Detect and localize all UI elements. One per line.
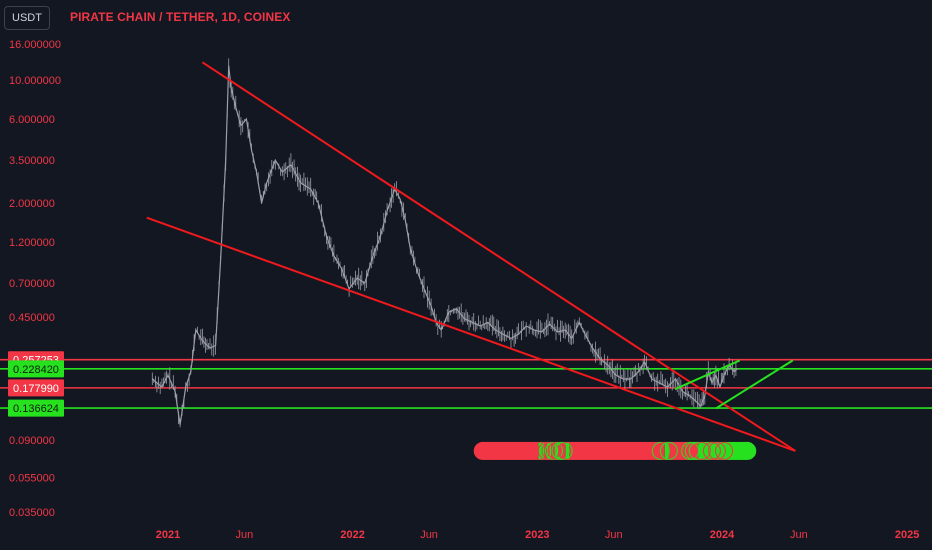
signal-segment-green <box>664 441 669 460</box>
level-label: 0.228420 <box>13 364 59 376</box>
signal-circle-mark <box>558 441 577 461</box>
x-tick-label: 2022 <box>340 529 364 541</box>
signal-circle-mark <box>655 441 674 461</box>
x-tick-label: 2021 <box>156 529 180 541</box>
y-tick-label: 3.500000 <box>9 155 55 167</box>
x-tick-label: Jun <box>420 529 438 541</box>
x-tick-label: Jun <box>236 529 254 541</box>
y-tick-label: 0.055000 <box>9 473 55 485</box>
y-tick-label: 0.700000 <box>9 278 55 290</box>
x-tick-label: 2023 <box>525 529 549 541</box>
y-tick-label: 10.000000 <box>9 75 61 87</box>
x-tick-label: 2024 <box>710 529 735 541</box>
signal-circle-mark <box>702 441 721 461</box>
y-tick-label: 0.090000 <box>9 435 55 447</box>
chart-title: PIRATE CHAIN / TETHER, 1D, COINEX <box>70 10 291 24</box>
signal-cap <box>473 441 492 460</box>
signal-circle-mark <box>659 441 678 461</box>
x-tick-label: Jun <box>790 529 808 541</box>
price-series-line <box>151 65 739 426</box>
green-trendline <box>715 359 794 410</box>
level-label: 0.136624 <box>13 403 59 415</box>
signal-circle-mark <box>688 441 707 461</box>
y-tick-label: 1.200000 <box>9 237 55 249</box>
signal-circle-mark <box>707 441 727 461</box>
x-tick-label: Jun <box>605 529 623 541</box>
level-badge <box>8 379 64 397</box>
signal-circle-mark <box>651 441 670 461</box>
y-tick-label: 0.035000 <box>9 507 55 519</box>
red-trendline <box>201 61 796 452</box>
level-badge <box>8 399 64 417</box>
signal-circle-mark <box>714 441 734 461</box>
signal-cap <box>738 441 757 460</box>
signal-segment-red <box>569 441 665 460</box>
y-tick-label: 2.000000 <box>9 198 55 210</box>
signal-circle-mark <box>531 441 550 461</box>
level-badge <box>8 360 64 378</box>
signal-circle-mark <box>681 441 700 461</box>
signal-circle-mark <box>547 441 566 461</box>
currency-selector-button[interactable]: USDT <box>4 6 50 30</box>
signal-segment-green <box>565 441 570 460</box>
signal-circle-mark <box>684 441 703 461</box>
y-tick-label: 0.450000 <box>9 312 55 324</box>
signal-segment-red <box>482 441 539 460</box>
level-label: 0.177990 <box>13 383 59 395</box>
signal-segment-green <box>698 441 748 460</box>
red-trendline <box>146 216 796 452</box>
green-trendline <box>674 359 741 391</box>
signal-circle-mark <box>554 441 573 461</box>
signal-segment-red <box>550 441 556 460</box>
signal-segment-green <box>555 441 559 460</box>
y-tick-label: 6.000000 <box>9 114 55 126</box>
y-tick-label: 16.000000 <box>9 39 61 51</box>
x-tick-label: 2025 <box>895 529 919 541</box>
signal-circle-mark <box>692 441 711 461</box>
signal-segment-green <box>538 441 545 460</box>
